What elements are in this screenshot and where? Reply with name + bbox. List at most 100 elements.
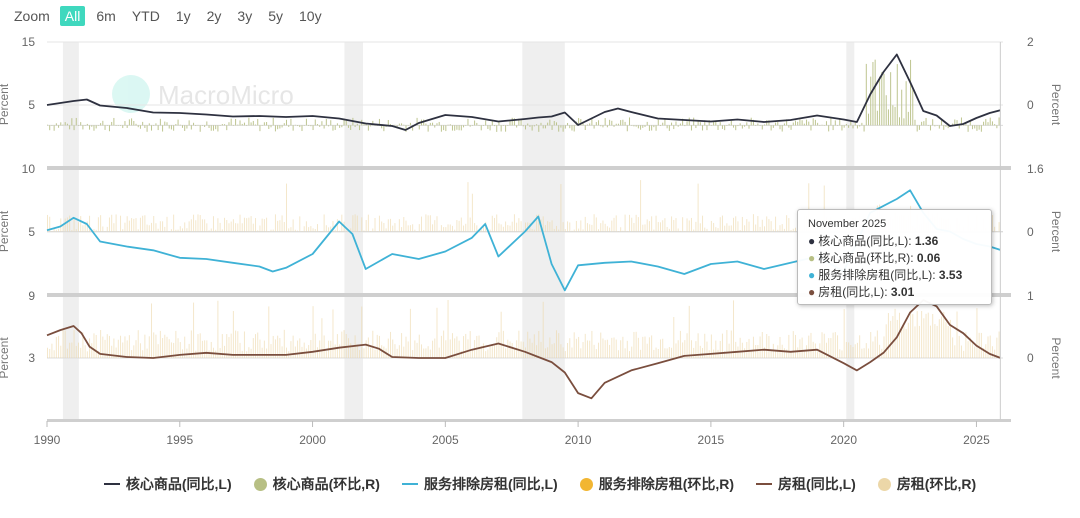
- bar-mark: [686, 218, 688, 232]
- bar-mark: [128, 335, 130, 358]
- bar-mark: [139, 217, 141, 232]
- bar-mark: [879, 344, 881, 358]
- bar-mark: [598, 229, 600, 232]
- bar-mark: [991, 215, 993, 232]
- bar-mark: [921, 310, 923, 358]
- bar-mark: [330, 120, 332, 126]
- bar-mark: [664, 348, 666, 358]
- bar-mark: [170, 125, 172, 130]
- bar-mark: [843, 125, 845, 128]
- bar-mark: [502, 125, 504, 126]
- legend-item-core-goods-yoy[interactable]: 核心商品(同比,L): [103, 474, 232, 494]
- legend-item-rent-mom[interactable]: 房租(环比,R): [877, 474, 976, 494]
- legend-item-services-mom[interactable]: 服务排除房租(环比,R): [579, 474, 734, 494]
- bar-mark: [686, 333, 688, 358]
- bar-mark: [445, 125, 447, 132]
- bar-mark: [328, 227, 330, 232]
- bar-mark: [387, 219, 389, 232]
- bar-mark: [239, 120, 241, 126]
- bar-mark: [184, 336, 186, 358]
- zoom-button-6[interactable]: 5y: [268, 8, 283, 24]
- bar-mark: [228, 337, 230, 358]
- bar-mark: [445, 227, 447, 232]
- bar-mark: [432, 122, 434, 126]
- bar-mark: [569, 338, 571, 358]
- bar-mark: [741, 125, 743, 129]
- bar-mark: [359, 350, 361, 358]
- bar-mark: [571, 230, 573, 232]
- legend-item-services-yoy[interactable]: 服务排除房租(同比,L): [401, 474, 558, 494]
- bar-mark: [467, 118, 469, 126]
- bar-mark: [330, 226, 332, 232]
- bar-mark: [480, 229, 482, 232]
- bar-mark: [159, 118, 161, 126]
- bar-mark: [741, 216, 743, 232]
- zoom-button-5[interactable]: 3y: [237, 8, 253, 24]
- legend-item-rent-yoy[interactable]: 房租(同比,L): [756, 474, 856, 494]
- bar-mark: [451, 225, 453, 232]
- bar-mark: [255, 334, 257, 358]
- bar-mark: [201, 219, 203, 232]
- bar-mark: [100, 330, 102, 358]
- bar-mark: [662, 338, 664, 358]
- zoom-button-3[interactable]: 1y: [175, 8, 191, 24]
- bar-mark: [378, 215, 380, 232]
- bar-mark: [418, 224, 420, 232]
- zoom-button-4[interactable]: 2y: [206, 8, 222, 24]
- bar-mark: [640, 180, 642, 232]
- zoom-button-2[interactable]: YTD: [131, 8, 160, 24]
- bar-mark: [925, 117, 927, 126]
- bar-mark: [286, 347, 287, 358]
- bar-mark: [567, 122, 569, 126]
- zoom-button-7[interactable]: 10y: [299, 8, 322, 24]
- zoom-button-0[interactable]: All: [59, 6, 86, 26]
- bar-mark: [854, 344, 856, 358]
- bar-mark: [555, 225, 557, 232]
- bar-mark: [498, 332, 500, 358]
- bar-mark: [474, 223, 476, 232]
- bar-mark: [509, 341, 511, 358]
- bar-mark: [626, 125, 628, 132]
- bar-mark: [173, 125, 175, 131]
- bar-mark: [509, 225, 511, 232]
- bar-mark: [739, 337, 741, 358]
- bar-mark: [144, 334, 146, 358]
- bar-mark: [932, 314, 934, 358]
- legend-item-core-goods-mom[interactable]: 核心商品(环比,R): [253, 474, 380, 494]
- bar-mark: [859, 125, 861, 127]
- bar-mark: [657, 119, 659, 126]
- bar-mark: [553, 121, 555, 126]
- bar-mark: [199, 215, 201, 232]
- bar-mark: [898, 312, 900, 358]
- bar-mark: [863, 125, 865, 132]
- bar-mark: [447, 224, 449, 232]
- bar-mark: [890, 320, 892, 358]
- bar-mark: [297, 340, 299, 358]
- bar-mark: [248, 217, 250, 232]
- bar-mark: [766, 216, 768, 232]
- bar-mark: [589, 123, 591, 126]
- bar-mark: [609, 119, 611, 126]
- bar-mark: [876, 110, 878, 126]
- bar-mark: [781, 125, 783, 132]
- bar-mark: [210, 341, 212, 358]
- bar-mark: [197, 334, 199, 358]
- bar-mark: [547, 347, 549, 358]
- bar-mark: [969, 337, 971, 358]
- bar-mark: [927, 125, 929, 126]
- bar-mark: [994, 349, 996, 358]
- bar-mark: [252, 120, 254, 126]
- bar-mark: [447, 124, 449, 126]
- bar-mark: [668, 228, 670, 232]
- bar-mark: [181, 125, 183, 128]
- legend-label-1: 核心商品(环比,R): [272, 476, 380, 492]
- bar-mark: [655, 125, 657, 131]
- bar-mark: [792, 228, 794, 232]
- zoom-button-1[interactable]: 6m: [96, 8, 116, 24]
- bar-mark: [602, 338, 604, 358]
- tooltip-dot-icon: ●: [808, 251, 816, 265]
- bar-mark: [642, 336, 644, 358]
- bar-mark: [177, 119, 179, 126]
- tooltip-title: November 2025: [808, 218, 887, 230]
